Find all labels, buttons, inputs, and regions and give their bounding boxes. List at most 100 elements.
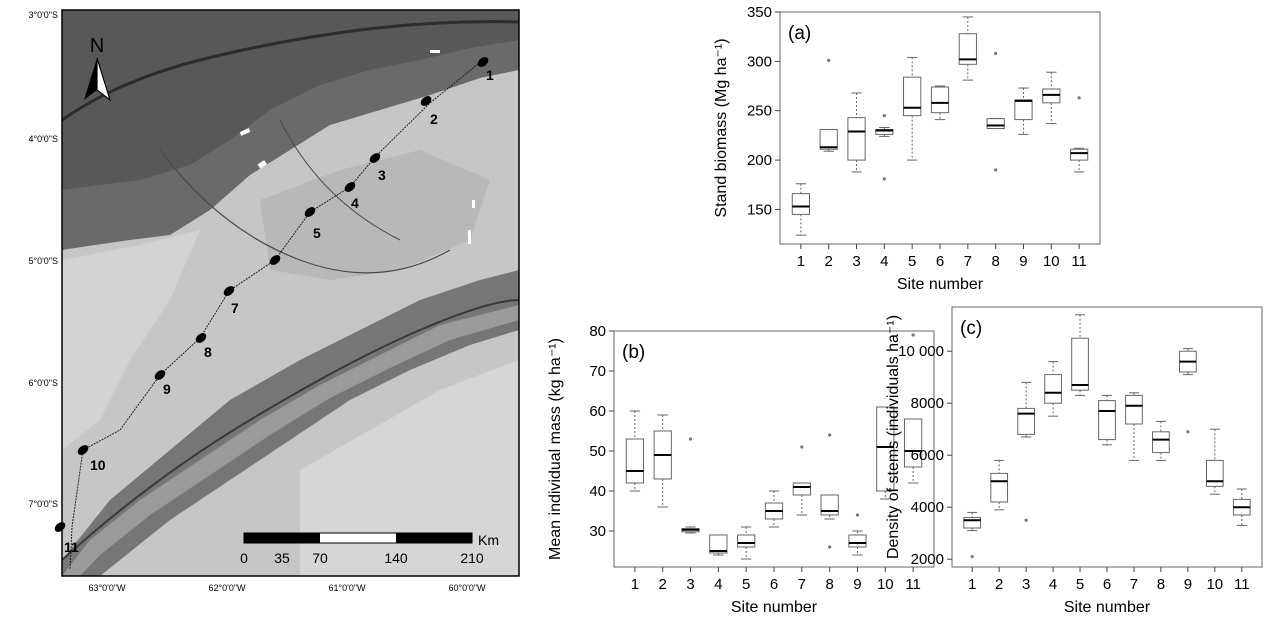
y-tick-label: 60	[589, 403, 606, 420]
site-label: 8	[204, 344, 212, 360]
y-tick-label: 150	[747, 201, 772, 218]
map-tributary	[159, 149, 451, 274]
box-iqr	[958, 33, 977, 65]
map-lake	[430, 50, 440, 53]
lat-label: 5°0'0"S	[28, 256, 58, 266]
x-tick-label: 3	[852, 253, 860, 270]
scale-label: 0	[240, 550, 248, 566]
x-axis-title: Site number	[1064, 599, 1151, 614]
box-iqr	[1014, 99, 1033, 121]
box-outlier	[994, 168, 998, 172]
box-outlier	[1186, 430, 1190, 434]
x-tick-label: 1	[968, 576, 976, 593]
box-iqr	[819, 128, 838, 150]
x-tick-label: 4	[714, 576, 722, 593]
scale-label: 35	[274, 550, 290, 566]
box-outlier	[1077, 96, 1081, 100]
site-marker	[54, 522, 66, 532]
map-lake	[257, 160, 267, 169]
box-iqr	[1044, 374, 1062, 404]
map-upland-center	[260, 150, 490, 280]
x-axis-title: Site number	[897, 276, 984, 293]
x-tick-label: 1	[797, 253, 805, 270]
y-tick-label: 10 000	[898, 343, 944, 360]
site-label: 1	[486, 67, 494, 83]
box-iqr	[876, 406, 895, 492]
box-iqr	[903, 76, 922, 117]
x-tick-label: 4	[880, 253, 888, 270]
box-outlier	[911, 333, 915, 337]
lon-label: 63°0'0"W	[88, 583, 126, 593]
x-tick-label: 2	[659, 576, 667, 593]
x-tick-label: 5	[1076, 576, 1084, 593]
map-river-margin	[62, 305, 519, 576]
y-tick-label: 2000	[911, 551, 944, 568]
x-tick-label: 10	[1043, 253, 1060, 270]
x-tick-label: 9	[1019, 253, 1027, 270]
x-tick-label: 6	[1103, 576, 1111, 593]
site-marker	[223, 286, 235, 296]
map-river-main	[61, 20, 520, 122]
site-label: 3	[378, 167, 386, 183]
x-tick-label: 7	[798, 576, 806, 593]
lat-label: 4°0'0"S	[28, 134, 58, 144]
box-outlier	[827, 58, 831, 62]
y-tick-label: 6000	[911, 447, 944, 464]
x-tick-label: 11	[1234, 576, 1250, 593]
box-iqr	[1070, 148, 1089, 161]
map-lake	[468, 230, 471, 244]
x-tick-label: 1	[631, 576, 639, 593]
panel-label: (c)	[960, 318, 982, 339]
box-iqr	[1071, 337, 1089, 391]
x-tick-label: 6	[936, 253, 944, 270]
site-marker	[344, 182, 356, 192]
lat-label: 3°0'0"S	[28, 10, 58, 20]
y-tick-label: 300	[747, 53, 772, 70]
plot-frame	[779, 11, 1101, 245]
box-outlier	[828, 545, 832, 549]
x-tick-label: 2	[995, 576, 1003, 593]
site-marker	[77, 445, 89, 455]
box-outlier	[882, 114, 886, 118]
x-tick-label: 10	[877, 576, 894, 593]
x-tick-label: 5	[742, 576, 750, 593]
box-outlier	[970, 555, 974, 559]
y-tick-label: 50	[589, 443, 606, 460]
chart-panel-b: 30 40 50 60 70 80 1 2 3 4 5 6 7 8 9 10 11 (b) Site number M…	[547, 323, 935, 616]
box-outlier	[855, 513, 860, 517]
y-axis-title: Mean individual mass (kg ha⁻¹)	[547, 338, 564, 560]
box-iqr	[625, 438, 644, 484]
x-tick-label: 11	[905, 576, 921, 593]
lon-label: 61°0'0"W	[328, 583, 366, 593]
box-outlier	[828, 433, 832, 437]
site-label: 10	[90, 457, 106, 473]
site-label: 5	[313, 225, 321, 241]
box-iqr	[963, 517, 982, 529]
x-tick-label: 9	[853, 576, 861, 593]
box-iqr	[848, 534, 867, 548]
scale-label: 140	[384, 550, 408, 566]
north-label: N	[90, 35, 104, 57]
x-axis-title: Site number	[731, 599, 818, 614]
panel-label: (b)	[622, 342, 645, 363]
box-outlier	[800, 445, 804, 449]
x-tick-label: 7	[1130, 576, 1138, 593]
site-label: 2	[430, 111, 438, 127]
box-iqr	[1017, 407, 1035, 435]
map-floodplain-dark	[62, 10, 519, 190]
map-tributary	[279, 119, 401, 241]
y-tick-label: 40	[589, 483, 606, 500]
site-marker	[154, 370, 166, 380]
y-tick-label: 8000	[911, 395, 944, 412]
site-marker	[420, 96, 432, 106]
box-outlier	[882, 177, 886, 181]
box-outlier	[688, 437, 693, 441]
box-iqr	[1125, 394, 1143, 425]
lat-label: 6°0'0"S	[28, 378, 58, 388]
box-iqr	[792, 482, 811, 496]
box-iqr	[791, 193, 810, 215]
box-iqr	[709, 534, 728, 554]
site-marker	[369, 153, 381, 163]
